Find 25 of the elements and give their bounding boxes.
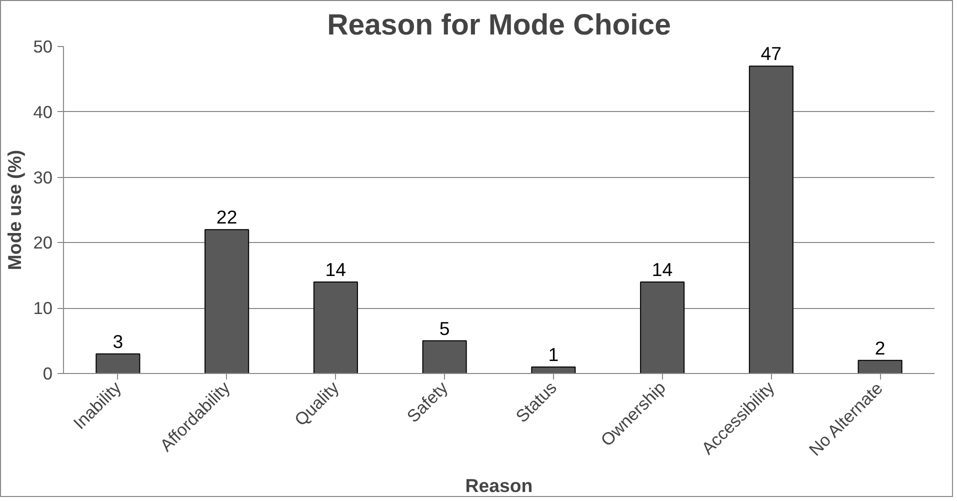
data-label: 47 — [760, 43, 782, 64]
y-axis-title: Mode use (%) — [4, 150, 26, 270]
data-label: 3 — [112, 330, 124, 352]
bar — [531, 366, 576, 374]
data-label: 1 — [548, 344, 559, 365]
y-tick-label: 10 — [33, 298, 53, 318]
bar — [858, 360, 902, 374]
data-label: 14 — [652, 258, 673, 280]
chart-title: Reason for Mode Choice — [327, 8, 671, 42]
bar — [422, 340, 467, 374]
y-tick-label: 30 — [33, 167, 53, 188]
data-label: 14 — [325, 258, 346, 280]
data-label: 22 — [216, 206, 238, 228]
y-tick-label: 40 — [33, 102, 53, 122]
y-tick-label: 50 — [33, 36, 53, 56]
bar — [204, 229, 250, 374]
bar — [96, 353, 140, 374]
y-tick-label: 20 — [33, 232, 53, 253]
x-axis-title: Reason — [465, 474, 533, 496]
y-tick-label: 0 — [42, 364, 53, 384]
bar — [313, 281, 358, 374]
data-label: 5 — [439, 318, 450, 339]
data-label: 2 — [874, 337, 886, 358]
bar — [748, 66, 794, 374]
bar — [640, 281, 685, 374]
